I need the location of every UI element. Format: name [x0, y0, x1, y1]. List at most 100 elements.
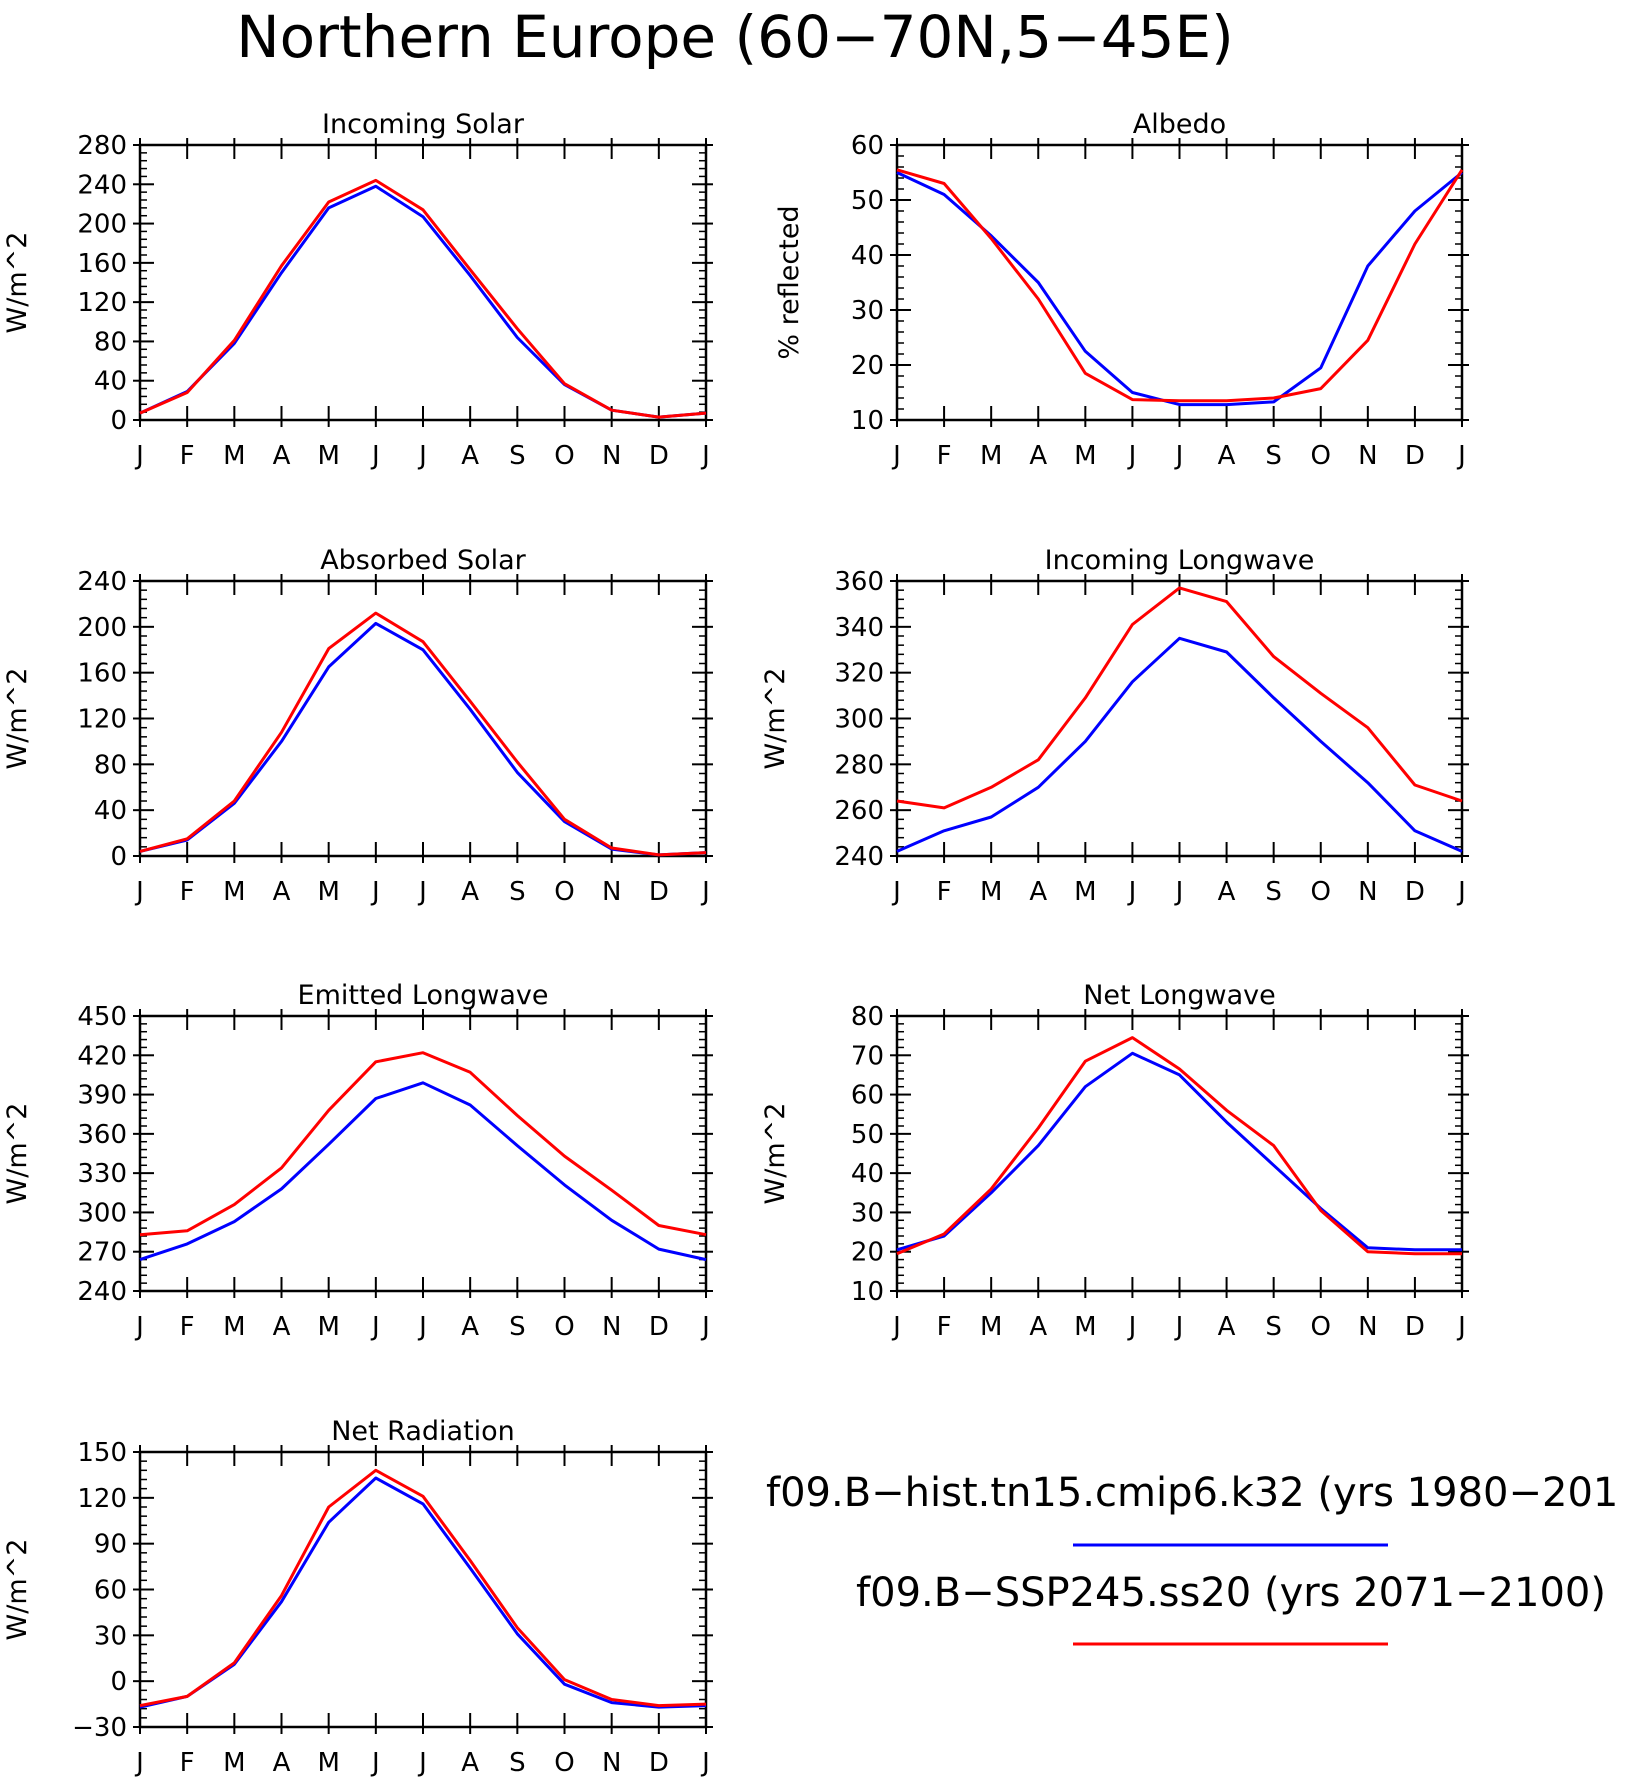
x-tick-label: D: [649, 441, 669, 471]
panel-title: Net Radiation: [331, 1416, 515, 1447]
y-tick-label: 40: [94, 367, 127, 397]
x-tick-label: A: [461, 877, 479, 907]
x-tick-label: S: [509, 877, 526, 907]
x-tick-label: M: [1074, 877, 1096, 907]
x-tick-label: S: [1265, 441, 1282, 471]
x-tick-label: J: [417, 1748, 427, 1778]
series-line-ssp: [139, 611, 707, 857]
x-tick-label: A: [461, 1312, 479, 1342]
y-tick-label: 330: [77, 1159, 127, 1189]
x-tick-label: J: [1127, 441, 1137, 471]
x-tick-label: J: [134, 1312, 144, 1342]
x-tick-label: J: [1456, 441, 1466, 471]
x-tick-label: M: [223, 1312, 245, 1342]
series-line-hist: [896, 171, 1463, 407]
main-title: Northern Europe (60−70N,5−45E): [236, 3, 1234, 71]
x-tick-label: F: [180, 1312, 195, 1342]
y-tick-label: 360: [834, 567, 884, 597]
y-tick-label: 360: [77, 1120, 127, 1150]
y-tick-label: 120: [77, 705, 127, 735]
y-tick-label: 240: [77, 1277, 127, 1307]
x-tick-label: N: [602, 441, 621, 471]
y-tick-label: 300: [834, 705, 884, 735]
y-tick-label: 10: [851, 406, 884, 436]
y-axis-label: W/m^2: [2, 1103, 33, 1205]
plot-frame: [138, 1450, 708, 1729]
plot-frame: [895, 143, 1464, 422]
x-tick-label: N: [602, 1748, 621, 1778]
x-tick-label: A: [1029, 1312, 1047, 1342]
y-tick-label: 30: [94, 1621, 127, 1651]
x-tick-label: M: [223, 441, 245, 471]
x-tick-label: J: [700, 1312, 710, 1342]
y-tick-label: 160: [77, 249, 127, 279]
x-tick-label: O: [554, 441, 574, 471]
x-tick-label: J: [134, 877, 144, 907]
y-tick-label: 390: [77, 1081, 127, 1111]
y-tick-label: 50: [851, 186, 884, 216]
legend-label-ssp: f09.B−SSP245.ss20 (yrs 2071−2100): [856, 1570, 1606, 1616]
y-axis-label: W/m^2: [2, 668, 33, 770]
y-tick-label: 80: [851, 1002, 884, 1032]
panel-title: Emitted Longwave: [298, 980, 549, 1011]
y-tick-label: 320: [834, 659, 884, 689]
x-tick-label: M: [317, 1312, 339, 1342]
y-tick-label: 340: [834, 613, 884, 643]
x-tick-label: J: [700, 877, 710, 907]
y-tick-label: 200: [77, 613, 127, 643]
x-tick-label: F: [937, 441, 952, 471]
x-tick-label: J: [1456, 1312, 1466, 1342]
x-tick-label: O: [554, 1312, 574, 1342]
series-line-hist: [139, 621, 707, 857]
x-tick-label: S: [509, 1312, 526, 1342]
legend: f09.B−hist.tn15.cmip6.k32 (yrs 1980−201 …: [766, 1470, 1618, 1646]
x-tick-label: S: [1265, 1312, 1282, 1342]
y-tick-label: 60: [851, 1081, 884, 1111]
y-tick-label: 10: [851, 1277, 884, 1307]
y-tick-label: 0: [110, 1667, 127, 1697]
x-tick-label: M: [317, 1748, 339, 1778]
y-tick-label: 280: [77, 131, 127, 161]
y-axis-label: W/m^2: [2, 1539, 33, 1641]
panel-title: Absorbed Solar: [320, 545, 526, 576]
x-tick-label: M: [223, 877, 245, 907]
x-tick-label: J: [891, 441, 901, 471]
y-tick-label: 30: [851, 296, 884, 326]
series-line-hist: [139, 1476, 707, 1709]
x-tick-label: J: [700, 441, 710, 471]
y-tick-label: 20: [851, 1238, 884, 1268]
x-tick-label: A: [1218, 1312, 1236, 1342]
y-tick-label: 80: [94, 750, 127, 780]
x-tick-label: D: [649, 877, 669, 907]
y-tick-label: −30: [72, 1713, 127, 1743]
series-line-hist: [896, 636, 1463, 853]
plot-frame: [895, 1014, 1464, 1293]
x-tick-label: J: [134, 441, 144, 471]
y-tick-label: 60: [851, 131, 884, 161]
series-line-ssp: [896, 1036, 1462, 1256]
x-tick-label: M: [980, 441, 1002, 471]
x-tick-label: A: [1218, 877, 1236, 907]
x-tick-label: A: [1029, 877, 1047, 907]
x-tick-label: A: [461, 441, 479, 471]
y-tick-label: 450: [77, 1002, 127, 1032]
x-tick-label: J: [134, 1748, 144, 1778]
x-tick-label: J: [370, 1312, 380, 1342]
y-tick-label: 0: [110, 842, 127, 872]
x-tick-label: J: [1127, 877, 1137, 907]
x-tick-label: D: [649, 1312, 669, 1342]
y-tick-label: 90: [94, 1530, 127, 1560]
x-tick-label: M: [980, 877, 1002, 907]
x-tick-label: D: [649, 1748, 669, 1778]
legend-label-hist: f09.B−hist.tn15.cmip6.k32 (yrs 1980−201: [766, 1470, 1618, 1516]
y-tick-label: 300: [77, 1198, 127, 1228]
x-tick-label: S: [1265, 877, 1282, 907]
x-tick-label: M: [1074, 441, 1096, 471]
x-tick-label: J: [1174, 1312, 1184, 1342]
series-line-hist: [139, 184, 707, 419]
series-line-ssp: [139, 1468, 707, 1708]
x-tick-label: J: [1174, 441, 1184, 471]
x-tick-label: A: [273, 441, 291, 471]
plot-frame: [895, 579, 1464, 858]
